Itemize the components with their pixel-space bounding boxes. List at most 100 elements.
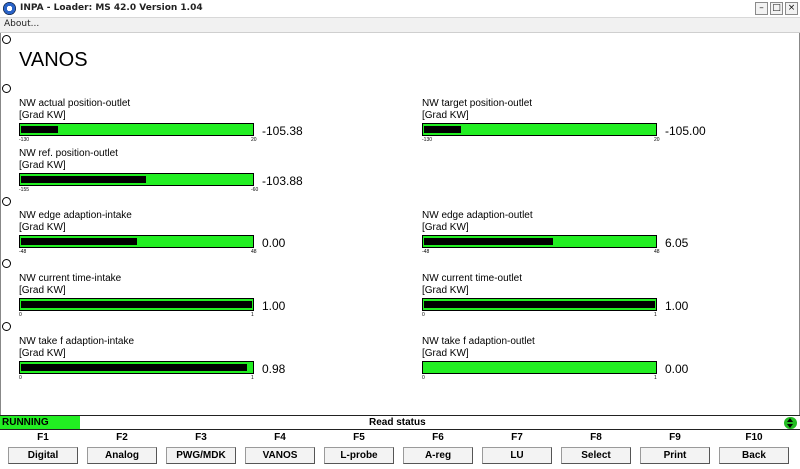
gauge-fill	[21, 301, 252, 308]
bmw-logo-icon	[3, 2, 16, 15]
fkey-f10: F10 Back	[714, 430, 794, 469]
gauge-min: -130	[19, 137, 30, 143]
gauge-min: -130	[422, 137, 433, 143]
gauge-label: NW take f adaption-intake	[19, 336, 135, 347]
fkey-f3: F3 PWG/MDK	[161, 430, 241, 469]
gauge-unit: [Grad KW]	[19, 160, 66, 171]
status-badge: RUNNING	[0, 416, 80, 429]
up-down-arrows-icon[interactable]	[784, 417, 797, 429]
fkey-number: F5	[353, 432, 365, 443]
fkey-number: F10	[745, 432, 763, 443]
gauge-value: 0.98	[262, 362, 286, 376]
l-probe-button[interactable]: L-probe	[324, 447, 394, 464]
gauge-bar	[422, 298, 657, 311]
gauge-unit: [Grad KW]	[422, 110, 469, 121]
select-button[interactable]: Select	[561, 447, 631, 464]
gauge-min: -48	[19, 249, 27, 255]
menu-bar: About...	[0, 18, 800, 33]
maximize-icon[interactable]: □	[770, 2, 783, 15]
gauge-min: 0	[19, 312, 22, 318]
gauge-nw-current-time-outlet: NW current time-outlet [Grad KW] 0 1 1.0…	[422, 273, 752, 333]
gauge-label: NW ref. position-outlet	[19, 148, 118, 159]
close-icon[interactable]: ×	[785, 2, 798, 15]
title-bar: INPA - Loader: MS 42.0 Version 1.04 – □ …	[0, 0, 800, 18]
gauge-max: 20	[654, 137, 660, 143]
gauge-nw-take-f-adaption-intake: NW take f adaption-intake [Grad KW] 0 1 …	[19, 336, 349, 396]
menu-about[interactable]: About...	[4, 19, 40, 29]
gauge-fill	[21, 176, 146, 183]
gauge-max: 48	[251, 249, 257, 255]
gauge-bar	[19, 123, 254, 136]
fkey-f8: F8 Select	[556, 430, 636, 469]
lu-button[interactable]: LU	[482, 447, 552, 464]
gauge-nw-actual-position-outlet: NW actual position-outlet [Grad KW] -130…	[19, 98, 349, 158]
gauge-fill	[424, 126, 461, 133]
minimize-icon[interactable]: –	[755, 2, 768, 15]
gauge-bar	[19, 361, 254, 374]
gauge-value: -105.00	[665, 124, 706, 138]
fkey-number: F4	[274, 432, 286, 443]
gauge-unit: [Grad KW]	[19, 348, 66, 359]
fkey-f9: F9 Print	[635, 430, 715, 469]
fkey-number: F6	[432, 432, 444, 443]
row-marker-icon	[2, 322, 11, 331]
fkey-f2: F2 Analog	[82, 430, 162, 469]
gauge-fill	[21, 126, 58, 133]
fkey-number: F8	[590, 432, 602, 443]
gauge-nw-target-position-outlet: NW target position-outlet [Grad KW] -130…	[422, 98, 752, 158]
gauge-min: 0	[19, 375, 22, 381]
gauge-label: NW current time-intake	[19, 273, 122, 284]
gauge-label: NW edge adaption-outlet	[422, 210, 533, 221]
window-title: INPA - Loader: MS 42.0 Version 1.04	[20, 3, 203, 13]
gauge-unit: [Grad KW]	[422, 222, 469, 233]
row-marker-icon	[2, 259, 11, 268]
gauge-nw-current-time-intake: NW current time-intake [Grad KW] 0 1 1.0…	[19, 273, 349, 333]
gauge-fill	[424, 238, 553, 245]
gauge-nw-edge-adaption-outlet: NW edge adaption-outlet [Grad KW] -48 48…	[422, 210, 752, 270]
row-marker-icon	[2, 35, 11, 44]
pwg-mdk-button[interactable]: PWG/MDK	[166, 447, 236, 464]
digital-button[interactable]: Digital	[8, 447, 78, 464]
gauge-label: NW target position-outlet	[422, 98, 533, 109]
gauge-fill	[424, 301, 655, 308]
gauge-value: 6.05	[665, 236, 689, 250]
gauge-bar	[19, 173, 254, 186]
print-button[interactable]: Print	[640, 447, 710, 464]
gauge-max: 1	[251, 375, 254, 381]
gauge-value: 0.00	[262, 236, 286, 250]
back-button[interactable]: Back	[719, 447, 789, 464]
a-reg-button[interactable]: A-reg	[403, 447, 473, 464]
gauge-bar	[19, 298, 254, 311]
gauge-label: NW edge adaption-intake	[19, 210, 132, 221]
gauge-value: 1.00	[262, 299, 286, 313]
gauge-value: 0.00	[665, 362, 689, 376]
fkey-f5: F5 L-probe	[319, 430, 399, 469]
fkey-number: F2	[116, 432, 128, 443]
fkey-f6: F6 A-reg	[398, 430, 478, 469]
gauge-nw-take-f-adaption-outlet: NW take f adaption-outlet [Grad KW] 0 1 …	[422, 336, 752, 396]
gauge-min: -155	[19, 187, 30, 193]
vanos-panel: VANOS NW actual position-outlet [Grad KW…	[0, 33, 800, 415]
gauge-max: 20	[251, 137, 257, 143]
function-key-bar: F1 Digital F2 Analog F3 PWG/MDK F4 VANOS…	[0, 430, 800, 469]
gauge-max: 48	[654, 249, 660, 255]
gauge-value: 1.00	[665, 299, 689, 313]
gauge-unit: [Grad KW]	[19, 222, 66, 233]
gauge-bar	[422, 123, 657, 136]
gauge-max: -60	[251, 187, 259, 193]
gauge-max: 1	[654, 312, 657, 318]
gauge-max: 1	[654, 375, 657, 381]
gauge-min: 0	[422, 375, 425, 381]
fkey-f7: F7 LU	[477, 430, 557, 469]
fkey-number: F1	[37, 432, 49, 443]
fkey-number: F9	[669, 432, 681, 443]
gauge-label: NW current time-outlet	[422, 273, 523, 284]
fkey-f4: F4 VANOS	[240, 430, 320, 469]
vanos-button[interactable]: VANOS	[245, 447, 315, 464]
analog-button[interactable]: Analog	[87, 447, 157, 464]
gauge-value: -103.88	[262, 174, 303, 188]
gauge-value: -105.38	[262, 124, 303, 138]
gauge-fill	[21, 238, 137, 245]
status-bar: RUNNING Read status	[0, 415, 800, 430]
gauge-fill	[21, 364, 247, 371]
